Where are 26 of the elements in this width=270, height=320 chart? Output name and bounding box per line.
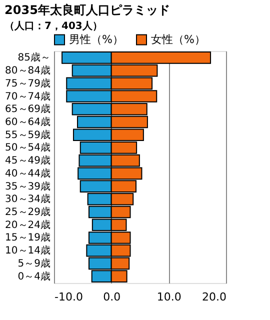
y-tick-label: 35～39歳 bbox=[5, 180, 50, 192]
y-tick-label: 20～24歳 bbox=[5, 218, 50, 231]
y-tick-label: 0～4歳 bbox=[18, 270, 50, 282]
y-tick-label: 55～59歳 bbox=[5, 128, 50, 141]
y-tick-label: 10～14歳 bbox=[5, 244, 50, 257]
y-tick-label: 80～84歳 bbox=[5, 64, 50, 77]
y-tick-label: 30～34歳 bbox=[5, 193, 50, 206]
y-tick-label: 5～9歳 bbox=[18, 257, 50, 270]
legend-label: 男性（%） bbox=[69, 32, 124, 46]
y-tick-label: 75～79歳 bbox=[5, 77, 50, 90]
x-tick-label: 20.0 bbox=[202, 290, 226, 304]
y-tick-label: 25～29歳 bbox=[5, 206, 50, 218]
x-tick-label: 0.0 bbox=[103, 290, 121, 304]
legend-label: 女性（%） bbox=[151, 32, 206, 46]
chart-title: 2035年太良町人口ピラミッド bbox=[4, 3, 170, 17]
x-tick-label: 10.0 bbox=[156, 290, 182, 304]
y-tick-label: 85歳～ bbox=[18, 52, 50, 64]
y-tick-label: 65～69歳 bbox=[5, 103, 50, 116]
y-tick-label: 15～19歳 bbox=[5, 232, 50, 244]
y-tick-label: 45～49歳 bbox=[5, 154, 50, 167]
y-tick-label: 40～44歳 bbox=[5, 167, 50, 180]
chart-subtitle: （人口：7，403人） bbox=[4, 20, 102, 32]
y-tick-label: 70～74歳 bbox=[5, 90, 50, 102]
x-tick-label: -10.0 bbox=[54, 290, 83, 304]
y-tick-label: 50～54歳 bbox=[5, 142, 50, 154]
y-tick-label: 60～64歳 bbox=[5, 116, 50, 128]
